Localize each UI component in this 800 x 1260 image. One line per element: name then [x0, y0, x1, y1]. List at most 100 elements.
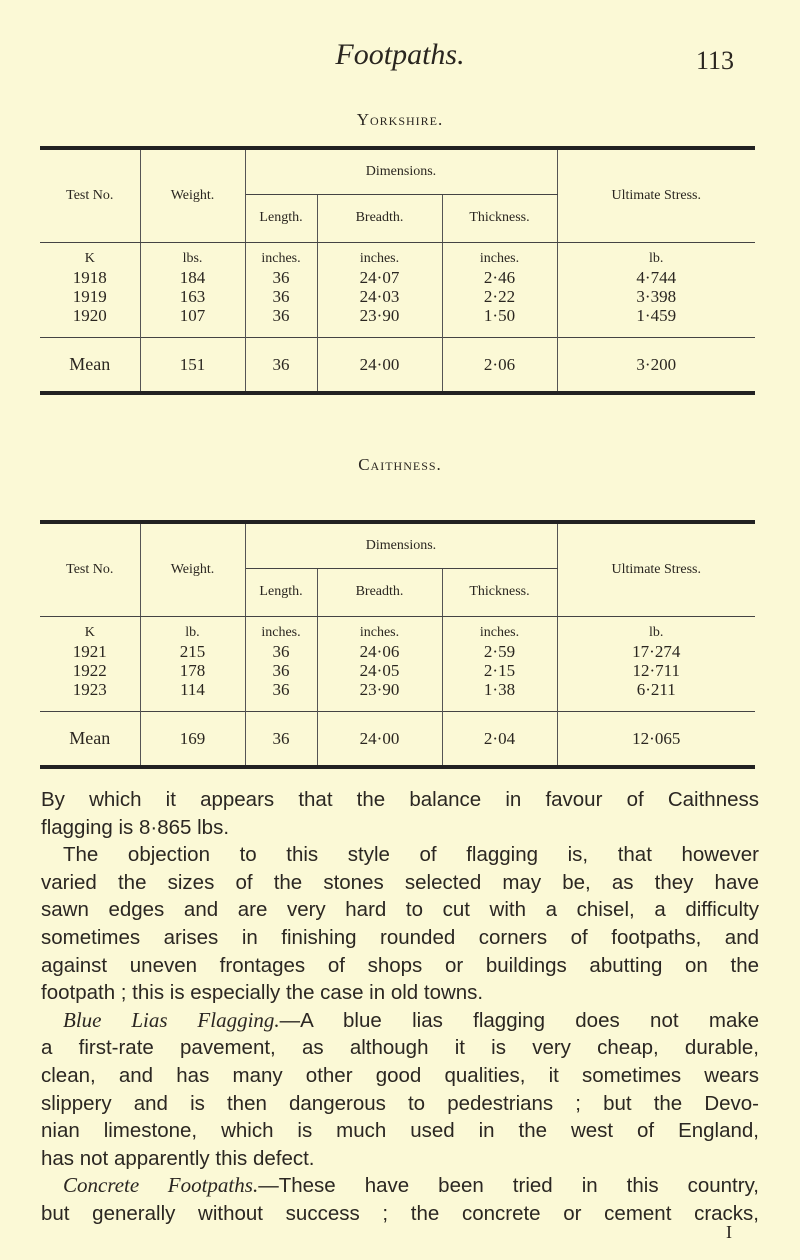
running-title: Footpaths. [335, 38, 465, 71]
table-cell: 184 [179, 267, 206, 287]
data-column: inches. 36 36 36 [245, 616, 318, 711]
data-column: inches. 2·46 2·22 1·50 [442, 242, 558, 337]
signature-mark: I [726, 1222, 732, 1242]
mean-label: Mean [40, 711, 141, 767]
table-cell: 107 [179, 305, 206, 325]
table-cell: 36 [272, 660, 290, 680]
header-thickness: Thickness. [442, 568, 558, 617]
text-span: —A blue lias flagging does not make [279, 1008, 759, 1032]
mean-cell: 2·06 [442, 337, 558, 393]
data-column: K 1918 1919 1920 [40, 242, 141, 337]
unit-label: inches. [479, 624, 520, 640]
data-column: K 1921 1922 1923 [40, 616, 141, 711]
table-cell: 1918 [72, 267, 107, 287]
table-cell: 24·07 [359, 267, 400, 287]
table-cell: 2·15 [483, 660, 516, 680]
section-title-caithness: Caithness. [358, 455, 442, 474]
data-column: inches. 24·07 24·03 23·90 [317, 242, 443, 337]
mean-cell: 169 [140, 711, 246, 767]
header-dimensions: Dimensions. [245, 148, 558, 195]
data-column: inches. 2·59 2·15 1·38 [442, 616, 558, 711]
header-weight: Weight. [140, 522, 246, 617]
mean-cell: 2·04 [442, 711, 558, 767]
page-number: 113 [696, 46, 735, 75]
text-line: flagging is 8·865 lbs. [41, 815, 230, 839]
data-table: Test No. Weight. Dimensions. Ultimate Stres… [40, 520, 755, 769]
text-line: Blue Lias Flagging.—A blue lias flagging… [41, 1007, 759, 1035]
table-cell: 36 [272, 267, 290, 287]
section-title-yorkshire: Yorkshire. [356, 110, 444, 129]
table-cell: 23·90 [359, 305, 400, 325]
table-cell: 6·211 [636, 679, 676, 699]
table-cell: 36 [272, 641, 290, 661]
data-column: inches. 36 36 36 [245, 242, 318, 337]
mean-cell: 24·00 [317, 711, 443, 767]
unit-label: inches. [261, 624, 301, 640]
text-line: By which it appears that the balance in … [41, 788, 759, 811]
table-cell: 24·05 [359, 660, 400, 680]
mean-cell: 12·065 [632, 728, 681, 748]
table-cell: 1921 [72, 641, 107, 661]
data-column: lbs. 184 163 107 [140, 242, 246, 337]
subheading: Concrete Footpaths. [63, 1173, 259, 1198]
mean-label: Mean [40, 337, 141, 393]
table-cell: 3·398 [636, 286, 677, 306]
header-breadth: Breadth. [317, 568, 443, 617]
unit-label: lbs. [182, 250, 203, 266]
table-cell: 114 [180, 679, 205, 699]
text-line: slippery and is then dangerous to pedest… [41, 1091, 759, 1115]
table-cell: 24·03 [359, 286, 400, 306]
table-cell: 1922 [72, 660, 107, 680]
table-cell: 178 [179, 660, 206, 680]
header-weight: Weight. [140, 148, 246, 243]
header-ultimate-stress: Ultimate Stress. [557, 148, 755, 243]
text-line: clean, and has many other good qualities… [41, 1063, 759, 1087]
header-length: Length. [245, 194, 318, 243]
text-line: footpath ; this is especially the case i… [41, 981, 484, 1005]
table-cell: 215 [179, 641, 206, 661]
table-cell: 36 [272, 679, 290, 699]
unit-label: inches. [359, 624, 400, 640]
table-cell: 17·274 [632, 641, 681, 661]
text-span: —These have been tried in this country, [258, 1174, 760, 1198]
text-line: varied the sizes of the stones selected … [41, 870, 759, 894]
table-cell: 4·744 [636, 267, 677, 287]
table-cell: 1920 [72, 305, 107, 325]
unit-label: inches. [359, 250, 400, 266]
table-cell: 36 [272, 286, 290, 306]
text-line: nian limestone, which is much used in th… [41, 1119, 759, 1143]
subheading: Blue Lias Flagging. [63, 1007, 280, 1032]
text-line: The objection to this style of flagging … [63, 843, 759, 867]
header-ultimate-stress: Ultimate Stress. [557, 522, 755, 617]
text-line: sometimes arises in finishing rounded co… [41, 925, 759, 949]
data-column: lb. 4·744 3·398 1·459 [557, 243, 755, 338]
data-column: inches. 24·06 24·05 23·90 [317, 616, 443, 711]
unit-label: lb. [185, 624, 200, 640]
table-cell: 1·459 [636, 305, 677, 325]
text-line: sawn edges and are very hard to cut with… [41, 898, 759, 922]
table-cell: 1919 [72, 286, 107, 306]
table-cell: 163 [179, 286, 206, 306]
data-table: Test No. Weight. Dimensions. Ultimate Stres… [40, 146, 755, 395]
table-cell: 12·711 [632, 660, 681, 680]
text-line: Concrete Footpaths.—These have been trie… [41, 1172, 759, 1200]
header-thickness: Thickness. [442, 194, 558, 243]
mean-cell: 3·200 [636, 354, 677, 374]
unit-label: inches. [261, 250, 301, 266]
table-cell: 23·90 [359, 679, 400, 699]
mean-cell: 151 [140, 337, 246, 393]
unit-label: K [84, 250, 95, 266]
text-line: against uneven frontages of shops or bui… [41, 953, 759, 977]
header-dimensions: Dimensions. [245, 522, 558, 569]
header-test-no: Test No. [40, 522, 141, 617]
table-cell: 36 [272, 305, 290, 325]
table-cell: 1·50 [483, 305, 516, 325]
unit-label: lb. [649, 624, 664, 640]
text-line: a first-rate pavement, as although it is… [41, 1036, 759, 1060]
mean-cell: 24·00 [317, 337, 443, 393]
header-test-no: Test No. [40, 148, 141, 243]
table-cell: 1923 [72, 679, 107, 699]
table-cell: 2·46 [483, 267, 516, 287]
text-line: but generally without success ; the conc… [41, 1201, 759, 1225]
table-cell: 24·06 [359, 641, 400, 661]
